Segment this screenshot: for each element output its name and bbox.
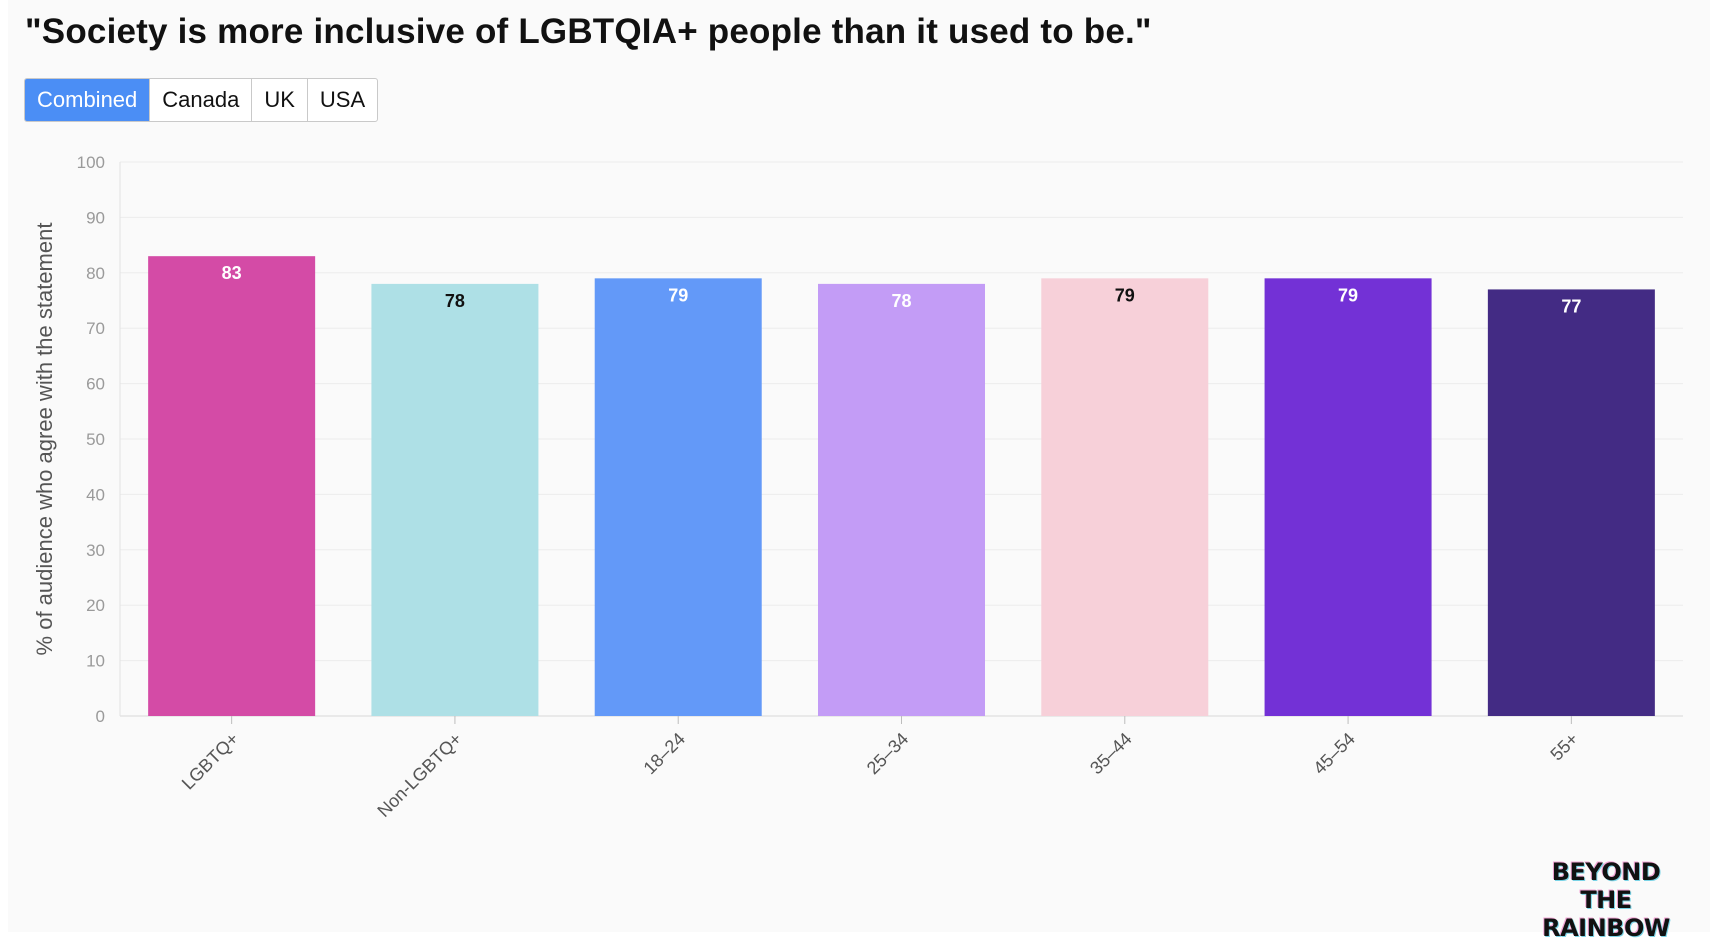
y-tick-label: 100 bbox=[77, 153, 105, 172]
y-axis-label: % of audience who agree with the stateme… bbox=[32, 223, 57, 656]
y-tick-label: 70 bbox=[86, 319, 105, 338]
x-tick-label: Non-LGBTQ+ bbox=[373, 729, 465, 821]
data-label: 79 bbox=[1338, 285, 1358, 305]
logo-line-2: RAINBOW bbox=[1542, 914, 1670, 942]
y-tick-label: 90 bbox=[86, 208, 105, 227]
chart-title: "Society is more inclusive of LGBTQIA+ p… bbox=[25, 12, 1152, 51]
y-tick-label: 30 bbox=[86, 541, 105, 560]
data-label: 79 bbox=[1115, 285, 1135, 305]
bar bbox=[1487, 289, 1655, 716]
data-label: 78 bbox=[445, 291, 465, 311]
x-tick-label: 18–24 bbox=[640, 729, 690, 779]
bar bbox=[594, 278, 762, 716]
y-tick-label: 40 bbox=[86, 485, 105, 504]
x-tick-label: 45–54 bbox=[1309, 729, 1359, 779]
y-tick-label: 0 bbox=[96, 707, 105, 726]
beyond-the-rainbow-logo: BEYOND THE RAINBOW bbox=[1532, 858, 1680, 942]
tab-uk[interactable]: UK bbox=[252, 79, 308, 121]
bar bbox=[148, 256, 316, 716]
x-tick-label: 55+ bbox=[1546, 729, 1582, 765]
x-tick-label: 25–34 bbox=[863, 729, 913, 779]
x-tick-label: LGBTQ+ bbox=[178, 729, 243, 794]
tab-usa[interactable]: USA bbox=[319, 87, 366, 112]
data-label: 83 bbox=[222, 263, 242, 283]
data-label: 78 bbox=[891, 291, 911, 311]
y-tick-label: 20 bbox=[86, 596, 105, 615]
y-tick-label: 60 bbox=[86, 375, 105, 394]
x-tick-label: 35–44 bbox=[1086, 729, 1136, 779]
bar bbox=[818, 283, 985, 716]
data-label: 79 bbox=[668, 285, 688, 305]
tab-combined[interactable]: Combined bbox=[25, 79, 151, 121]
y-tick-label: 50 bbox=[86, 430, 105, 449]
data-label: 77 bbox=[1561, 296, 1581, 316]
bar bbox=[1041, 278, 1209, 716]
logo-line-1: BEYOND THE bbox=[1551, 858, 1661, 914]
bar bbox=[1264, 278, 1432, 716]
tab-canada[interactable]: Canada bbox=[150, 79, 253, 121]
bar bbox=[371, 283, 539, 716]
y-tick-label: 80 bbox=[86, 264, 105, 283]
country-tabs: Combined Canada UK USA bbox=[24, 78, 379, 122]
y-tick-label: 10 bbox=[86, 652, 105, 671]
